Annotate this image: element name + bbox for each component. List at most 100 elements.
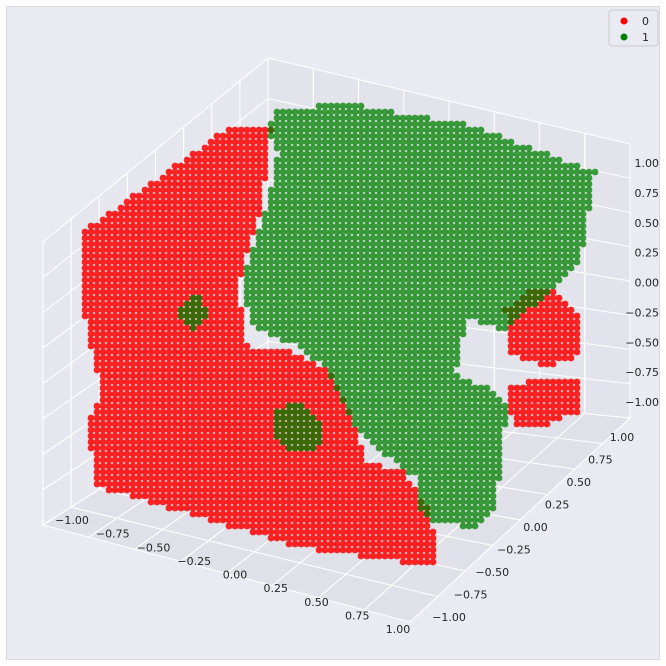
series-0-point [513, 420, 521, 428]
series-0-point [165, 468, 173, 476]
series-1-point [297, 264, 305, 272]
series-1-point [399, 378, 407, 386]
series-1-point [285, 174, 293, 182]
series-1-point [387, 174, 395, 182]
series-0-point [417, 540, 425, 548]
series-1-point [573, 198, 581, 206]
series-1-point [285, 234, 293, 242]
series-0-point [243, 480, 251, 488]
series-0-point [381, 522, 389, 530]
series-0-point [225, 222, 233, 230]
series-1-point [429, 180, 437, 188]
series-0-point [195, 408, 203, 416]
series-0-point [555, 384, 563, 392]
series-1-point [555, 210, 563, 218]
series-1-point [555, 258, 563, 266]
series-0-point [345, 444, 353, 452]
series-1-point [381, 336, 389, 344]
series-1-point [399, 222, 407, 230]
series-0-point [183, 498, 191, 506]
series-1-point [549, 258, 557, 266]
series-1-point [255, 228, 263, 236]
series-1-point [363, 324, 371, 332]
series-0-point [333, 528, 341, 536]
series-1-point [369, 354, 377, 362]
series-1-point [447, 438, 455, 446]
series-1-point [423, 240, 431, 248]
series-1-point [453, 324, 461, 332]
series-0-point [177, 378, 185, 386]
series-0-point [165, 354, 173, 362]
series-1-point [357, 126, 365, 134]
series-1-point [279, 288, 287, 296]
series-0-point [81, 246, 89, 254]
series-1-point [261, 234, 269, 242]
series-0-point [255, 180, 263, 188]
series-0-point [375, 528, 383, 536]
series-0-point [363, 546, 371, 554]
series-0-point [177, 402, 185, 410]
series-0-point [297, 468, 305, 476]
series-0-point [381, 486, 389, 494]
series-0-point [213, 138, 221, 146]
series-1-point [285, 198, 293, 206]
series-1-point [405, 312, 413, 320]
series-0-point [339, 510, 347, 518]
series-0-point [159, 216, 167, 224]
series-1-point [441, 420, 449, 428]
series-0-point [423, 546, 431, 554]
series-1-point [339, 306, 347, 314]
series-0-point [213, 462, 221, 470]
series-0-point [141, 414, 149, 422]
series-1-point [393, 144, 401, 152]
series-0-point [87, 276, 95, 284]
series-1-point [531, 174, 539, 182]
series-0-point [381, 504, 389, 512]
series-1-point [537, 192, 545, 200]
series-0-point [351, 474, 359, 482]
series-0-point [189, 372, 197, 380]
series-1-point [333, 198, 341, 206]
series-1-point [195, 300, 203, 308]
series-1-point [501, 234, 509, 242]
series-0-point [297, 516, 305, 524]
series-1-point [297, 300, 305, 308]
series-0-point [309, 456, 317, 464]
series-0-point [243, 186, 251, 194]
series-0-point [141, 186, 149, 194]
series-0-point [165, 420, 173, 428]
series-0-point [225, 522, 233, 530]
series-1-point [483, 306, 491, 314]
series-0-point [177, 408, 185, 416]
series-1-point [291, 282, 299, 290]
series-1-point [405, 204, 413, 212]
series-1-point [441, 288, 449, 296]
series-1-point [501, 276, 509, 284]
series-1-point [327, 318, 335, 326]
series-0-point [93, 354, 101, 362]
series-1-point [585, 192, 593, 200]
series-1-point [501, 420, 509, 428]
series-0-point [243, 198, 251, 206]
series-1-point [447, 384, 455, 392]
series-0-point [129, 378, 137, 386]
series-1-point [483, 402, 491, 410]
series-1-point [327, 324, 335, 332]
series-1-point [459, 420, 467, 428]
series-1-point [351, 324, 359, 332]
series-0-point [423, 558, 431, 566]
series-0-point [255, 144, 263, 152]
series-1-point [453, 144, 461, 152]
series-1-point [267, 282, 275, 290]
series-0-point [237, 348, 245, 356]
series-0-point [201, 462, 209, 470]
series-1-point [483, 276, 491, 284]
series-1-point [423, 288, 431, 296]
series-1-point [381, 174, 389, 182]
series-1-point [303, 318, 311, 326]
series-0-point [165, 258, 173, 266]
series-1-point [501, 414, 509, 422]
series-1-point [387, 294, 395, 302]
series-1-point [273, 186, 281, 194]
series-1-point [459, 300, 467, 308]
